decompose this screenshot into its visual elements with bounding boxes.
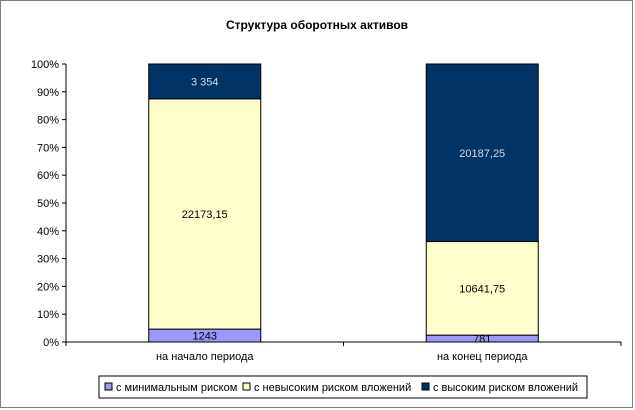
bar-segment bbox=[148, 63, 262, 100]
y-tick-label: 10% bbox=[37, 309, 59, 321]
legend-entry: с минимальным риском bbox=[116, 382, 237, 394]
y-tick-label: 100% bbox=[31, 59, 59, 71]
y-tick-label: 80% bbox=[37, 115, 59, 127]
legend-swatch bbox=[242, 382, 251, 391]
bar-segment bbox=[425, 241, 539, 336]
y-tick-label: 20% bbox=[37, 281, 59, 293]
legend-entry: с высоким риском вложений bbox=[433, 382, 578, 394]
y-tick-label: 40% bbox=[37, 226, 59, 238]
legend-entry: с невысоким риском вложений bbox=[254, 382, 411, 394]
data-label: 781 bbox=[473, 334, 491, 346]
legend: с минимальным риском с невысоким риском в… bbox=[98, 375, 588, 399]
y-tick-label: 90% bbox=[37, 87, 59, 99]
legend-swatch bbox=[104, 382, 113, 391]
legend-box bbox=[98, 375, 588, 399]
data-label: 22173,15 bbox=[182, 209, 228, 221]
bar-segment bbox=[148, 98, 262, 330]
bar-segment bbox=[425, 63, 539, 243]
y-tick-label: 60% bbox=[37, 170, 59, 182]
data-label: 3 354 bbox=[191, 76, 219, 88]
data-labels: 1243 22173,15 3 354 781 10641,75 20187,25 bbox=[182, 76, 505, 345]
y-tick-label: 70% bbox=[37, 142, 59, 154]
bars bbox=[148, 63, 539, 343]
chart-title: Структура оборотных активов bbox=[226, 18, 408, 32]
x-category-label: на начало периода bbox=[156, 351, 254, 363]
axes: 0% 10% 20% 30% 40% 50% 60% 70% 80% 90% 100% на нача… bbox=[31, 59, 622, 363]
y-tick-label: 50% bbox=[37, 198, 59, 210]
data-label: 1243 bbox=[193, 331, 217, 343]
data-label: 10641,75 bbox=[459, 283, 505, 295]
legend-swatch bbox=[421, 382, 430, 391]
data-label: 20187,25 bbox=[459, 148, 505, 160]
y-tick-label: 0% bbox=[43, 337, 59, 349]
x-category-label: на конец периода bbox=[437, 351, 528, 363]
y-tick-label: 30% bbox=[37, 254, 59, 266]
